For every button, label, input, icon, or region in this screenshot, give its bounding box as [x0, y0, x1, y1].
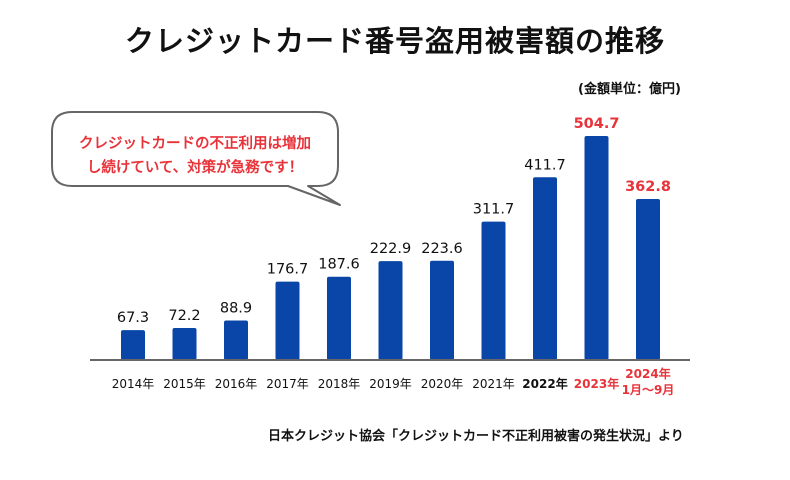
page-title: クレジットカード番号盗用被害額の推移	[124, 24, 665, 58]
bar-0	[121, 330, 145, 360]
value-label-2: 88.9	[220, 301, 252, 317]
source-note: 日本クレジット協会「クレジットカード不正利用被害の発生状況」より	[268, 429, 684, 444]
category-label-6: 2020年	[421, 377, 464, 391]
category-label-7: 2021年	[472, 377, 515, 391]
bar-4	[327, 276, 351, 360]
callout-line-2: し続けていて、対策が急務です！	[86, 160, 304, 176]
category-label-0: 2014年	[112, 377, 155, 391]
category-label-1: 2015年	[163, 377, 206, 391]
bar-6	[430, 260, 454, 360]
value-label-1: 72.2	[168, 308, 200, 324]
callout-line-1: クレジットカードの不正利用は増加	[79, 136, 311, 152]
bar-2	[224, 320, 248, 360]
value-label-3: 176.7	[267, 262, 309, 278]
category-label-3: 2017年	[266, 377, 309, 391]
category-label-10: 2024年 1月～9月	[622, 366, 675, 397]
bar-3	[275, 281, 300, 360]
bar-8	[533, 177, 557, 360]
bar-10	[636, 198, 660, 360]
value-label-6: 223.6	[421, 241, 463, 257]
bar-1	[172, 327, 197, 360]
bar-5	[378, 261, 403, 360]
category-label-5: 2019年	[369, 377, 412, 391]
category-label-9: 2023年	[574, 376, 619, 391]
labels-layer: 67.3 2014年 72.2 2015年 88.9 2016年 176.7 2017年 187…	[112, 116, 675, 397]
value-label-10: 362.8	[625, 179, 671, 195]
value-label-8: 411.7	[524, 157, 566, 173]
category-label-4: 2018年	[318, 377, 361, 391]
value-label-5: 222.9	[370, 241, 412, 257]
bar-9	[584, 136, 609, 360]
category-label-2: 2016年	[215, 377, 258, 391]
unit-label: (金額単位：億円)	[578, 82, 681, 97]
category-label-8: 2022年	[522, 376, 567, 391]
speech-bubble	[51, 111, 341, 206]
bar-7	[481, 221, 506, 360]
value-label-4: 187.6	[318, 257, 360, 273]
value-label-7: 311.7	[473, 202, 515, 218]
value-label-0: 67.3	[117, 310, 149, 326]
callout-text: クレジットカードの不正利用は増加 し続けていて、対策が急務です！	[50, 132, 340, 180]
bars-layer	[121, 136, 660, 360]
value-label-9: 504.7	[574, 116, 620, 132]
